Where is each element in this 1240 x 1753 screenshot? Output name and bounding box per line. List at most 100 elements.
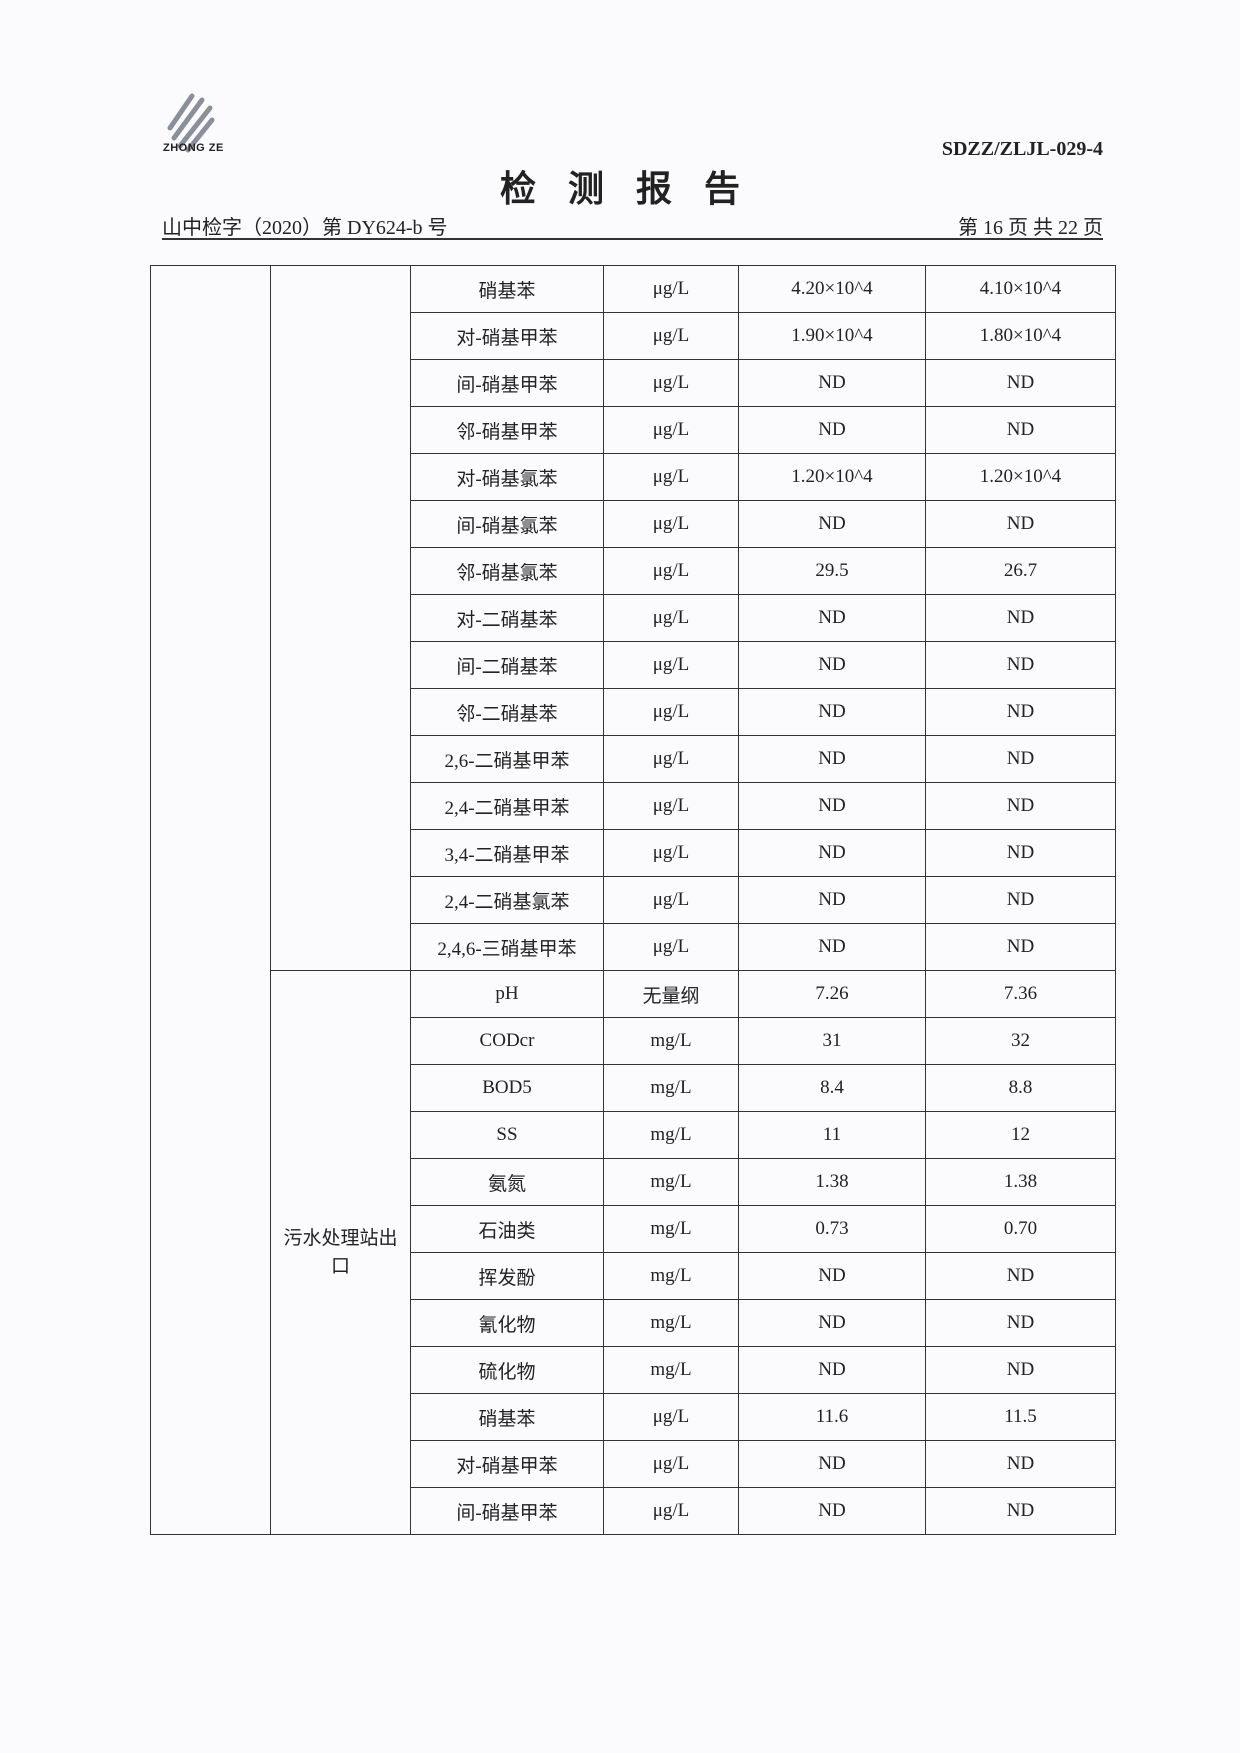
result-2-cell: 0.70: [925, 1205, 1116, 1253]
result-1-cell: 11.6: [738, 1393, 926, 1441]
table-row: 间-二硝基苯 μg/L ND ND: [151, 641, 1116, 689]
parameter-cell: 2,4-二硝基甲苯: [410, 782, 604, 830]
result-2-cell: ND: [925, 829, 1116, 877]
table-row: 间-硝基甲苯 μg/L ND ND: [151, 1487, 1116, 1535]
result-1-cell: ND: [738, 923, 926, 971]
result-1-cell: 0.73: [738, 1205, 926, 1253]
result-2-cell: 1.20×10^4: [925, 453, 1116, 501]
result-1-cell: ND: [738, 1440, 926, 1488]
unit-cell: mg/L: [603, 1017, 739, 1065]
table-row: 对-二硝基苯 μg/L ND ND: [151, 594, 1116, 642]
parameter-cell: 间-硝基甲苯: [410, 1487, 604, 1535]
result-1-cell: ND: [738, 1346, 926, 1394]
parameter-cell: 间-二硝基苯: [410, 641, 604, 689]
unit-cell: mg/L: [603, 1158, 739, 1206]
result-1-cell: ND: [738, 829, 926, 877]
result-2-cell: 26.7: [925, 547, 1116, 595]
site-cell: 污水处理站出口: [270, 970, 411, 1535]
table-row: 硫化物 mg/L ND ND: [151, 1346, 1116, 1394]
table-row: SS mg/L 11 12: [151, 1111, 1116, 1159]
parameter-cell: pH: [410, 970, 604, 1018]
unit-cell: 无量纲: [603, 970, 739, 1018]
result-2-cell: ND: [925, 359, 1116, 407]
unit-cell: μg/L: [603, 359, 739, 407]
result-2-cell: ND: [925, 735, 1116, 783]
unit-cell: μg/L: [603, 1487, 739, 1535]
unit-cell: mg/L: [603, 1299, 739, 1347]
result-1-cell: ND: [738, 359, 926, 407]
result-1-cell: ND: [738, 641, 926, 689]
result-2-cell: ND: [925, 406, 1116, 454]
result-1-cell: 4.20×10^4: [738, 265, 926, 313]
site-cell: [270, 265, 411, 971]
result-1-cell: ND: [738, 500, 926, 548]
parameter-cell: CODcr: [410, 1017, 604, 1065]
table-row: 硝基苯 μg/L 4.20×10^4 4.10×10^4: [150, 265, 1116, 1535]
unit-cell: μg/L: [603, 594, 739, 642]
unit-cell: μg/L: [603, 876, 739, 924]
table-row: 2,4-二硝基甲苯 μg/L ND ND: [151, 782, 1116, 830]
header-divider: [162, 238, 1103, 240]
result-2-cell: ND: [925, 782, 1116, 830]
unit-cell: mg/L: [603, 1252, 739, 1300]
unit-cell: μg/L: [603, 453, 739, 501]
parameter-cell: 硫化物: [410, 1346, 604, 1394]
parameter-cell: 2,4,6-三硝基甲苯: [410, 923, 604, 971]
result-1-cell: ND: [738, 406, 926, 454]
parameter-cell: 间-硝基氯苯: [410, 500, 604, 548]
unit-cell: mg/L: [603, 1064, 739, 1112]
result-2-cell: 11.5: [925, 1393, 1116, 1441]
table-row: 石油类 mg/L 0.73 0.70: [151, 1205, 1116, 1253]
parameter-cell: SS: [410, 1111, 604, 1159]
unit-cell: μg/L: [603, 641, 739, 689]
unit-cell: μg/L: [603, 923, 739, 971]
result-1-cell: 31: [738, 1017, 926, 1065]
table-row: 2,4-二硝基氯苯 μg/L ND ND: [151, 876, 1116, 924]
parameter-cell: 邻-硝基氯苯: [410, 547, 604, 595]
result-1-cell: 1.90×10^4: [738, 312, 926, 360]
unit-cell: μg/L: [603, 735, 739, 783]
page-title: 检测报告: [499, 169, 772, 209]
report-number: 山中检字（2020）第 DY624-b 号: [162, 217, 448, 239]
unit-cell: μg/L: [603, 829, 739, 877]
result-1-cell: 1.38: [738, 1158, 926, 1206]
result-2-cell: 1.38: [925, 1158, 1116, 1206]
table-row: 间-硝基氯苯 μg/L ND ND: [151, 500, 1116, 548]
parameter-cell: 对-二硝基苯: [410, 594, 604, 642]
result-2-cell: 12: [925, 1111, 1116, 1159]
unit-cell: μg/L: [603, 1440, 739, 1488]
unit-cell: mg/L: [603, 1111, 739, 1159]
parameter-cell: 3,4-二硝基甲苯: [410, 829, 604, 877]
table-row: BOD5 mg/L 8.4 8.8: [151, 1064, 1116, 1112]
table-row: 2,4,6-三硝基甲苯 μg/L ND ND: [151, 923, 1116, 971]
result-2-cell: 32: [925, 1017, 1116, 1065]
result-1-cell: ND: [738, 1487, 926, 1535]
result-1-cell: 11: [738, 1111, 926, 1159]
parameter-cell: 硝基苯: [410, 265, 604, 313]
parameter-cell: 2,6-二硝基甲苯: [410, 735, 604, 783]
table-row: 氰化物 mg/L ND ND: [151, 1299, 1116, 1347]
parameter-cell: 氰化物: [410, 1299, 604, 1347]
result-1-cell: ND: [738, 594, 926, 642]
result-1-cell: ND: [738, 735, 926, 783]
table-row: 2,6-二硝基甲苯 μg/L ND ND: [151, 735, 1116, 783]
unit-cell: μg/L: [603, 406, 739, 454]
parameter-cell: 2,4-二硝基氯苯: [410, 876, 604, 924]
result-2-cell: ND: [925, 594, 1116, 642]
parameter-cell: 氨氮: [410, 1158, 604, 1206]
result-2-cell: ND: [925, 923, 1116, 971]
form-code: SDZZ/ZLJL-029-4: [941, 138, 1103, 160]
table-row: 邻-硝基甲苯 μg/L ND ND: [151, 406, 1116, 454]
unit-cell: mg/L: [603, 1346, 739, 1394]
logo-text: ZHONG ZE: [163, 142, 224, 154]
unit-cell: μg/L: [603, 312, 739, 360]
result-2-cell: ND: [925, 1440, 1116, 1488]
result-1-cell: ND: [738, 1252, 926, 1300]
result-2-cell: ND: [925, 500, 1116, 548]
result-1-cell: ND: [738, 782, 926, 830]
result-2-cell: ND: [925, 876, 1116, 924]
parameter-cell: 对-硝基氯苯: [410, 453, 604, 501]
result-2-cell: ND: [925, 1299, 1116, 1347]
parameter-cell: 邻-硝基甲苯: [410, 406, 604, 454]
unit-cell: μg/L: [603, 500, 739, 548]
